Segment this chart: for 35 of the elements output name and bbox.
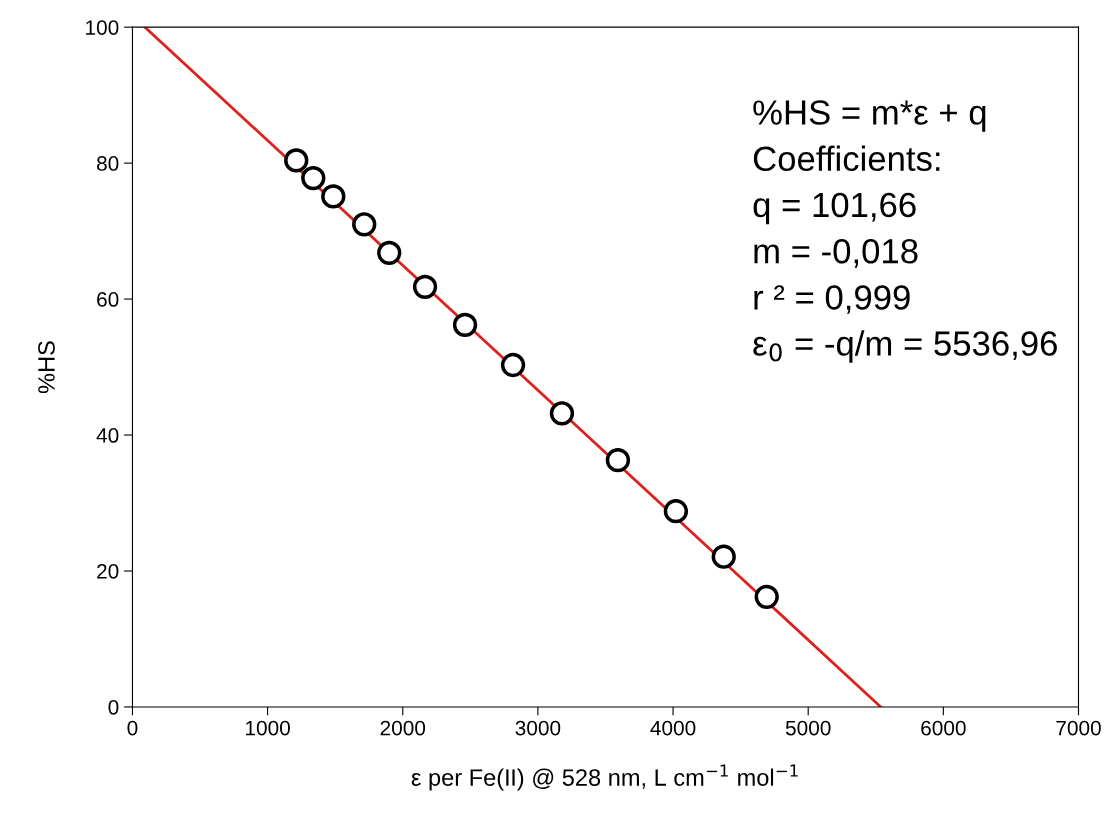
x-tick-label: 5000 [785,720,831,736]
y-tick-label: 60 [97,292,119,307]
point [284,148,309,173]
x-tick-label: 1000 [246,720,290,736]
point [500,352,526,378]
annotation: m = -0,018 [754,238,918,268]
y-tick-label: 100 [86,20,119,35]
point [377,240,402,266]
annotation: %HS = m*ε + q [753,100,986,132]
point [352,212,377,237]
x-axis-title: ε per Fe(II) @ 528 nm, L cm$^{−1}$ mol$^{−1}$ [411,764,798,791]
annotation: q = 101,66 [753,192,916,225]
point [452,312,478,338]
x-tick-label: 3000 [515,720,561,736]
point [663,499,689,524]
point [412,274,438,299]
x-tick-label: 6000 [921,720,966,736]
point [711,544,736,569]
x-tick-label: 7000 [1056,720,1101,736]
point [754,584,779,609]
point [549,401,575,426]
point [605,448,631,473]
y-tick-label: 80 [96,156,119,171]
annotation: Coefficients: [753,145,940,172]
x-tick-label: 2000 [380,720,426,736]
y-axis-title: %HS [38,341,55,394]
x-tick-label: 4000 [650,720,696,736]
x-tick-label: 0 [127,720,138,736]
y-tick-label: 40 [96,428,119,443]
annotation: ε$_{0}$ = -q/m = 5536,96 [753,330,1057,363]
point [321,184,346,209]
point [301,165,326,191]
annotation: r ² = 0,999 [754,285,910,314]
y-tick-label: 20 [97,564,119,579]
y-tick-label: 0 [108,699,119,715]
